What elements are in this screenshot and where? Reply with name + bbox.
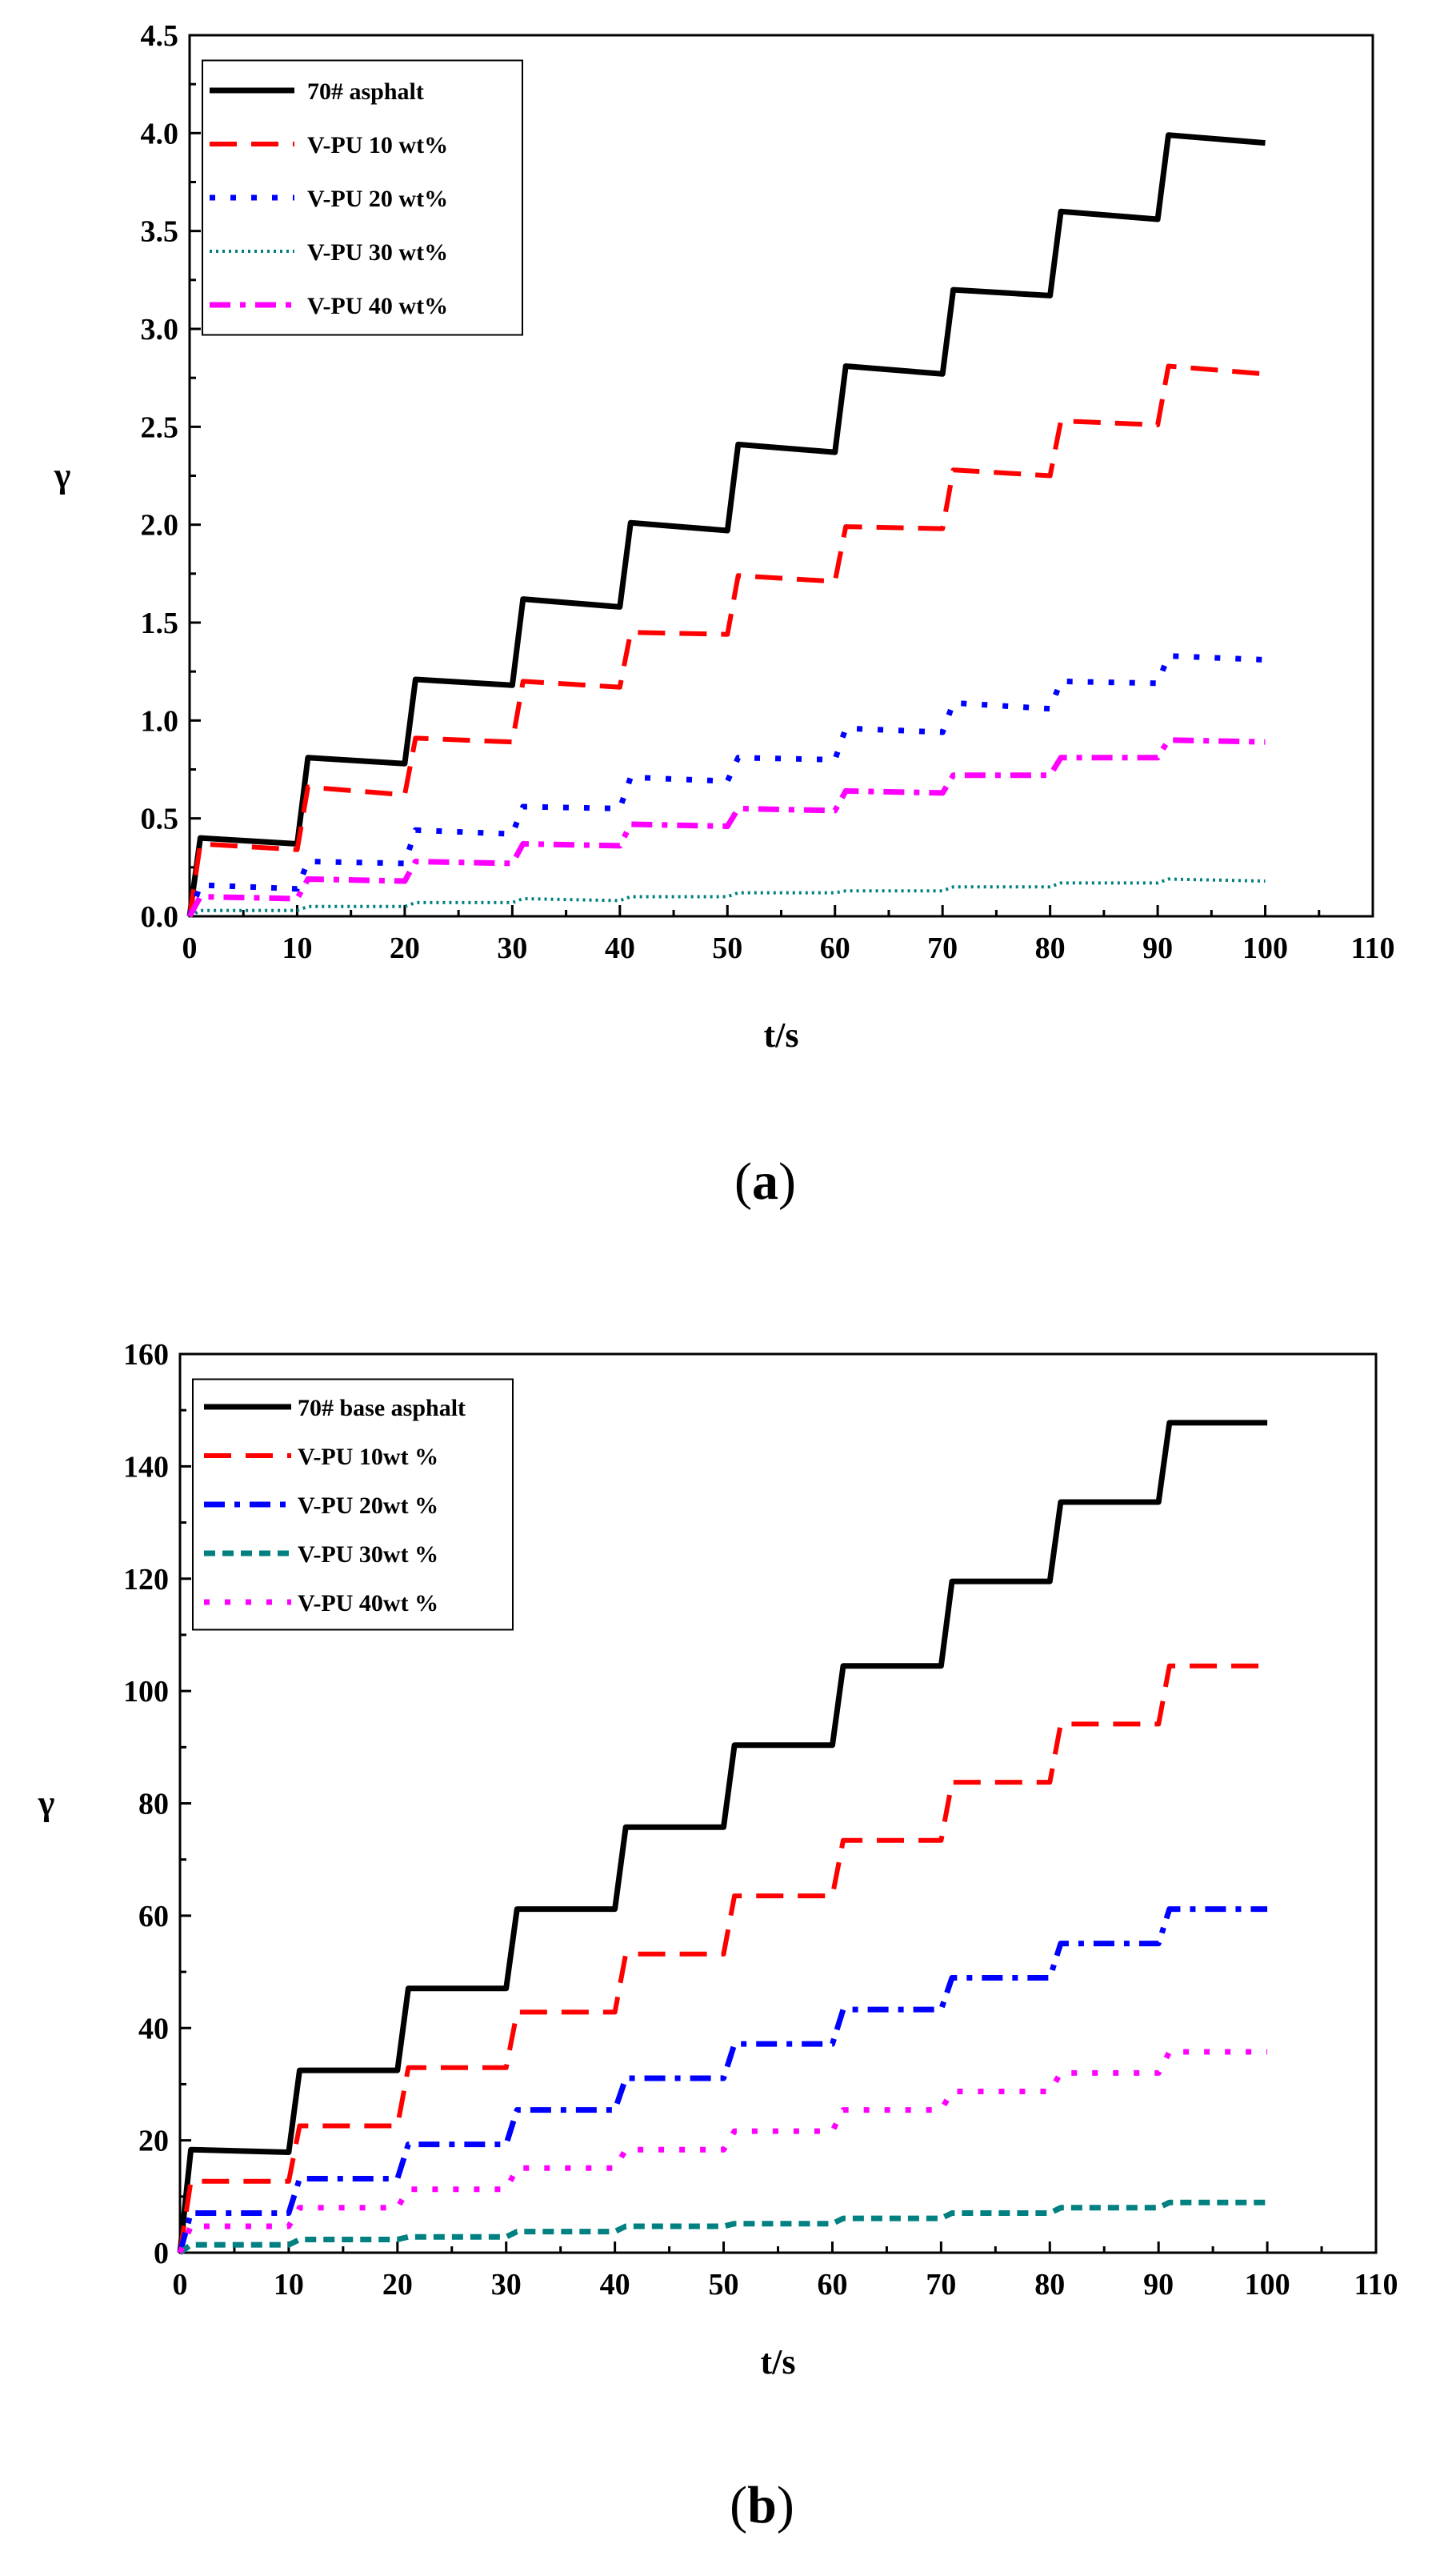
legend-entry-1: 70# base asphalt	[298, 1395, 466, 1421]
legend-entry-2: V-PU 10wt %	[298, 1444, 438, 1470]
y-tick-label: 160	[123, 1338, 169, 1372]
y-axis-label: γ	[54, 456, 71, 495]
panel-label-letter: a	[752, 1152, 778, 1211]
legend-entry-3: V-PU 20wt %	[298, 1492, 438, 1519]
x-tick-label: 30	[497, 931, 527, 965]
series-line-1	[186, 132, 1266, 917]
x-tick-label: 100	[1245, 2268, 1290, 2302]
y-tick-label: 2.0	[141, 509, 179, 543]
x-tick-label: 60	[817, 2268, 847, 2302]
x-tick-label: 70	[926, 2268, 956, 2302]
series-line-5	[177, 2049, 1268, 2254]
series-line-2	[178, 1663, 1268, 2253]
x-tick-label: 50	[712, 931, 742, 965]
legend-entry-4: V-PU 30 wt%	[307, 239, 448, 266]
y-tick-label: 40	[138, 2012, 169, 2045]
legend-entry-5: V-PU 40wt %	[298, 1590, 438, 1617]
panel-label-open: (	[730, 2476, 747, 2534]
legend-entry-3: V-PU 20 wt%	[307, 186, 448, 212]
panel-label-letter: b	[747, 2476, 777, 2534]
y-tick-label: 4.5	[141, 19, 179, 53]
chart-a: 0 10 20 30 40 50 60 70 80 90 100 110 0.0 0.5 1.0 1.5 2.0…	[54, 19, 1395, 1211]
x-tick-label: 0	[173, 2268, 188, 2302]
x-tick-label: 100	[1242, 931, 1288, 965]
x-tick-label: 20	[390, 931, 420, 965]
legend-entry-2: V-PU 10 wt%	[307, 132, 448, 158]
x-tick-label: 40	[600, 2268, 630, 2302]
x-tick-label: 20	[382, 2268, 413, 2302]
x-tick-label: 110	[1351, 931, 1395, 965]
x-axis-label: t/s	[764, 1016, 799, 1055]
x-tick-label: 40	[605, 931, 635, 965]
panel-label-close: )	[778, 1152, 796, 1211]
y-tick-label: 80	[138, 1788, 169, 1821]
x-axis-label: t/s	[761, 2342, 796, 2382]
y-tick-label: 1.5	[141, 607, 179, 640]
panel-label-close: )	[777, 2476, 794, 2534]
y-tick-label: 120	[123, 1563, 169, 1596]
panel-label-open: (	[734, 1152, 752, 1211]
x-tick-label: 10	[274, 2268, 304, 2302]
series-line-3	[186, 653, 1266, 918]
y-tick-label: 0.5	[141, 803, 179, 836]
panel-label: (a)	[734, 1152, 796, 1211]
x-tick-label: 30	[491, 2268, 522, 2302]
x-tick-label: 60	[820, 931, 850, 965]
x-tick-label: 0	[182, 931, 198, 965]
y-tick-label: 2.5	[141, 411, 179, 444]
legend-entry-1: 70# asphalt	[307, 78, 424, 105]
x-tick-label: 50	[709, 2268, 739, 2302]
y-tick-label: 0.0	[141, 900, 179, 934]
legend-entry-5: V-PU 40 wt%	[307, 293, 448, 319]
y-tick-label: 3.0	[141, 313, 179, 347]
y-tick-label: 3.5	[141, 215, 179, 249]
x-tick-label: 110	[1354, 2268, 1398, 2302]
y-tick-label: 4.0	[141, 117, 179, 150]
legend-entry-4: V-PU 30wt %	[298, 1541, 438, 1568]
legend-box	[192, 1378, 514, 1631]
y-tick-label: 140	[123, 1450, 169, 1484]
x-tick-label: 80	[1034, 2268, 1065, 2302]
y-tick-label: 100	[123, 1675, 169, 1709]
y-tick-label: 60	[138, 1900, 169, 1933]
y-tick-label: 0	[154, 2237, 169, 2270]
panel-label: (b)	[730, 2476, 794, 2534]
x-tick-label: 10	[282, 931, 312, 965]
series-line-4	[178, 2199, 1268, 2255]
series-line-1	[177, 1420, 1268, 2253]
y-axis-label: γ	[38, 1784, 55, 1823]
series-line-5	[186, 737, 1266, 918]
chart-b: 0 10 20 30 40 50 60 70 80 90 100 110 0 20 40 60 80 100 120…	[38, 1338, 1398, 2534]
x-tick-label: 70	[927, 931, 958, 965]
series-line-2	[187, 363, 1266, 917]
x-tick-label: 90	[1143, 2268, 1174, 2302]
x-tick-label: 80	[1035, 931, 1066, 965]
y-tick-label: 20	[138, 2125, 169, 2158]
x-tick-label: 90	[1142, 931, 1173, 965]
series-line-3	[177, 1906, 1268, 2253]
y-tick-label: 1.0	[141, 704, 179, 738]
